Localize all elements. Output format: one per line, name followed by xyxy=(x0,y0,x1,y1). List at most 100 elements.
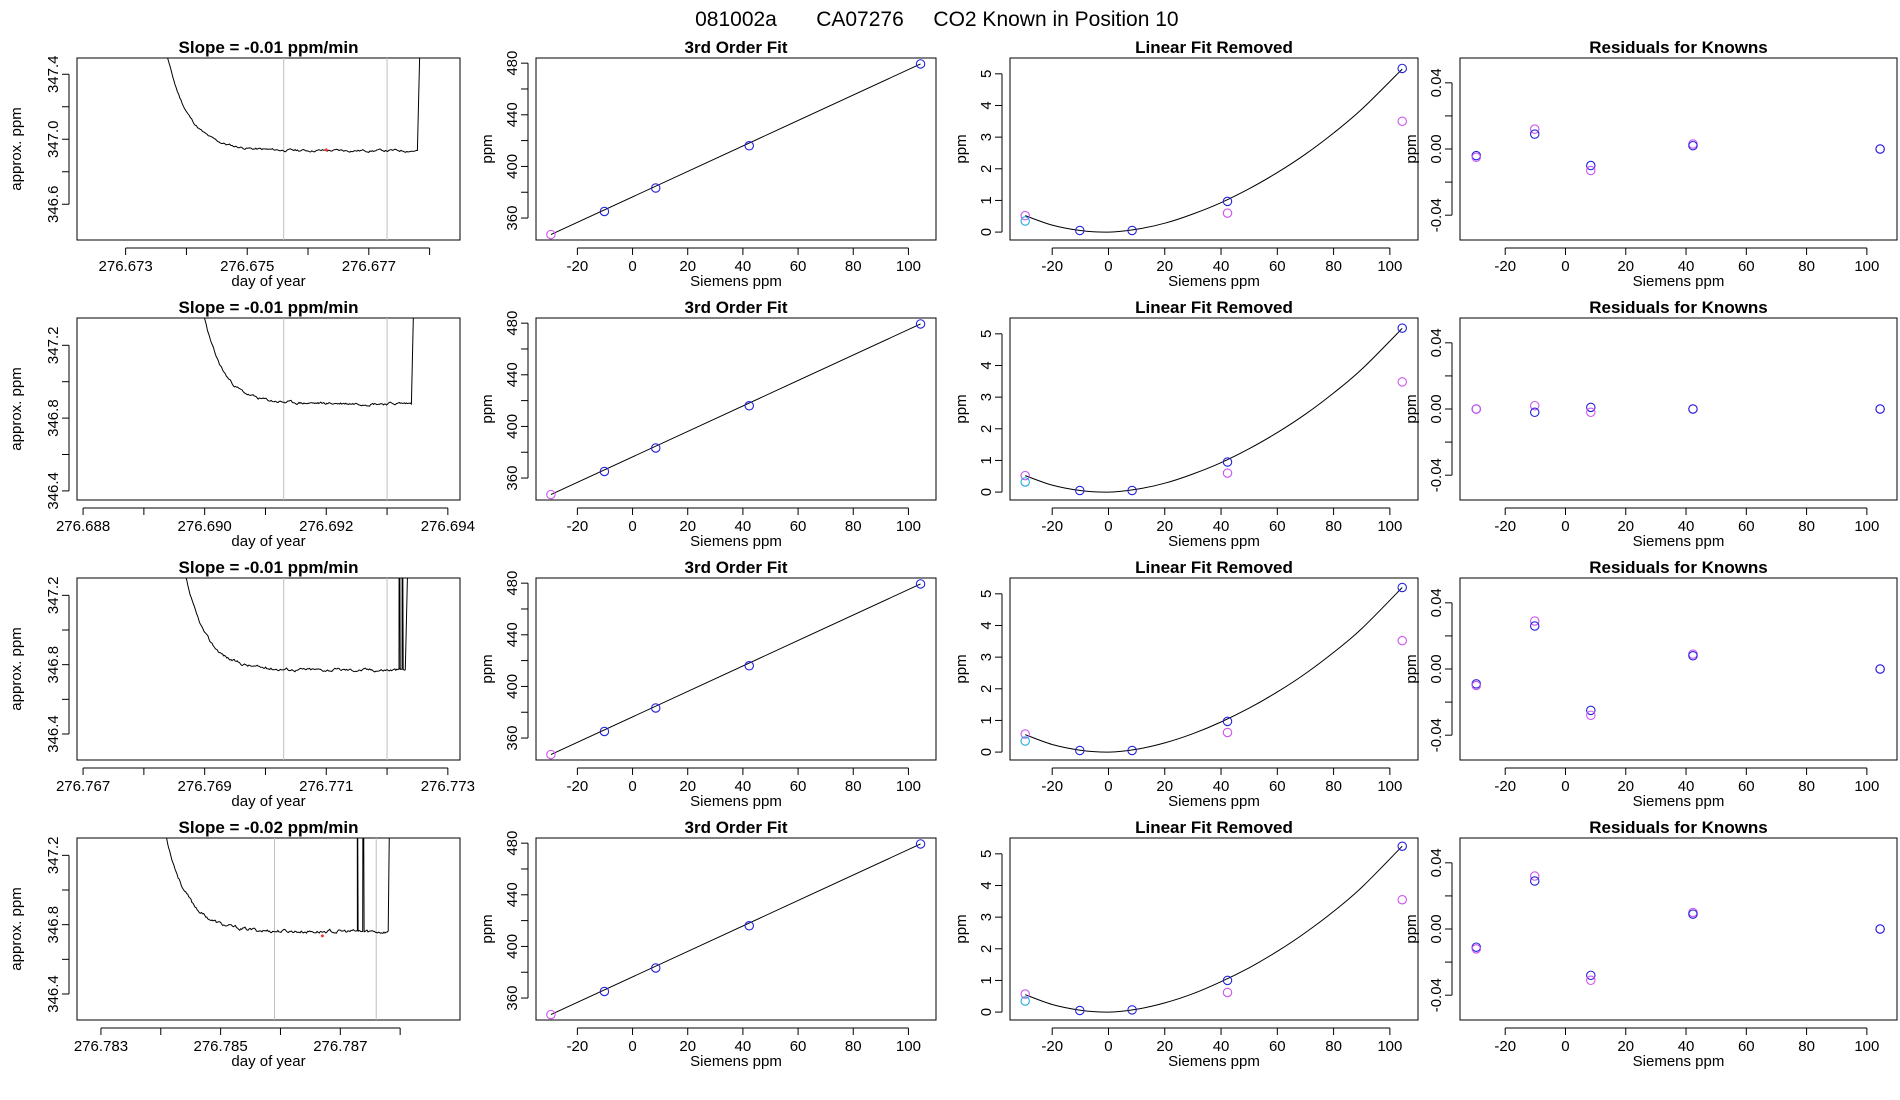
x-axis-label: Siemens ppm xyxy=(1633,1053,1725,1070)
x-tick-label: 80 xyxy=(1798,518,1815,535)
y-tick-label: -0.04 xyxy=(1428,458,1445,492)
plot-frame xyxy=(1009,577,1419,761)
y-tick-label: 347.2 xyxy=(45,327,62,365)
y-tick-label: 2 xyxy=(978,685,995,693)
x-tick-label: 100 xyxy=(896,258,921,275)
y-tick-label: 1 xyxy=(978,196,995,204)
data-point xyxy=(1020,477,1030,487)
data-point xyxy=(1397,377,1407,387)
x-tick-label: -20 xyxy=(1041,258,1063,275)
trace-line xyxy=(185,578,408,673)
y-axis-label: ppm xyxy=(479,394,496,423)
x-tick-label: 276.773 xyxy=(421,778,475,795)
data-point xyxy=(1529,407,1540,418)
x-tick-label: 80 xyxy=(845,778,862,795)
y-axis-label: approx. ppm xyxy=(8,627,25,710)
y-tick-label: 346.4 xyxy=(45,472,62,510)
x-tick-label: 276.767 xyxy=(56,778,110,795)
data-point xyxy=(1222,975,1233,986)
panel-title: Slope = -0.01 ppm/min xyxy=(179,298,359,317)
data-point xyxy=(1471,944,1482,954)
data-point xyxy=(1397,323,1407,333)
trace-marker xyxy=(320,934,324,938)
x-axis-label: Siemens ppm xyxy=(1168,793,1260,810)
data-point xyxy=(1471,404,1482,414)
data-point xyxy=(650,703,661,713)
x-tick-label: 20 xyxy=(679,778,696,795)
x-tick-label: 60 xyxy=(1738,258,1755,275)
plot-frame xyxy=(1009,57,1419,241)
x-axis-label: Siemens ppm xyxy=(690,273,782,290)
x-axis-label: Siemens ppm xyxy=(1168,273,1260,290)
y-tick-label: 346.4 xyxy=(45,715,62,753)
data-point xyxy=(1397,63,1407,74)
x-tick-label: 20 xyxy=(1617,518,1634,535)
x-tick-label: 40 xyxy=(1213,1038,1230,1055)
y-tick-label: 360 xyxy=(504,726,521,751)
data-point xyxy=(1586,165,1596,176)
data-point xyxy=(1529,616,1540,626)
panel-title: 3rd Order Fit xyxy=(685,298,788,317)
data-point xyxy=(915,839,926,849)
y-tick-label: 1 xyxy=(978,976,995,984)
y-tick-label: 4 xyxy=(978,101,995,109)
trace-line xyxy=(166,838,390,935)
data-point xyxy=(1688,909,1698,919)
data-point xyxy=(1397,635,1407,646)
plot-frame xyxy=(1459,57,1898,241)
x-tick-label: 40 xyxy=(1213,518,1230,535)
x-tick-label: 80 xyxy=(1325,518,1342,535)
panel-2-2: 3rd Order Fit -20 0 20 40 60 80 100 Siemens ppm 3… xyxy=(479,298,937,550)
y-tick-label: 0.00 xyxy=(1428,134,1445,163)
data-point xyxy=(1222,208,1233,218)
x-tick-label: 40 xyxy=(735,778,752,795)
plot-frame xyxy=(535,577,937,761)
x-tick-label: 80 xyxy=(1325,778,1342,795)
data-point xyxy=(1020,216,1030,226)
x-tick-label: 276.673 xyxy=(99,258,153,275)
y-tick-label: 0.04 xyxy=(1428,588,1445,617)
y-tick-label: 347.2 xyxy=(45,837,62,875)
data-point xyxy=(1529,621,1540,631)
panel-title: 3rd Order Fit xyxy=(685,558,788,577)
y-tick-label: 346.4 xyxy=(45,975,62,1013)
data-point xyxy=(546,1009,556,1020)
data-point xyxy=(744,921,754,931)
plot-area xyxy=(167,58,421,240)
x-tick-label: 0 xyxy=(1561,778,1569,795)
plot-frame xyxy=(1009,837,1419,1021)
panel-title: Residuals for Knowns xyxy=(1589,38,1768,57)
data-point xyxy=(915,579,926,589)
data-point xyxy=(599,466,610,477)
x-tick-label: 20 xyxy=(1617,1038,1634,1055)
panel-2-1: Slope = -0.01 ppm/min 276.688 276.690 276.6… xyxy=(8,298,475,550)
x-tick-label: -20 xyxy=(567,518,589,535)
data-point xyxy=(915,319,926,329)
plot-frame xyxy=(76,577,461,761)
x-tick-label: -20 xyxy=(567,778,589,795)
plot-area xyxy=(1025,68,1403,233)
y-tick-label: 0 xyxy=(978,488,995,496)
data-point xyxy=(1875,924,1885,934)
x-axis-label: Siemens ppm xyxy=(690,1053,782,1070)
x-tick-label: 60 xyxy=(1738,778,1755,795)
y-tick-label: 3 xyxy=(978,913,995,921)
data-point xyxy=(546,489,556,500)
y-tick-label: 360 xyxy=(504,466,521,491)
panel-3-4: Residuals for Knowns -20 0 20 40 60 80 100 Sieme… xyxy=(1403,558,1898,810)
x-tick-label: 40 xyxy=(1213,258,1230,275)
fit-curve xyxy=(550,323,921,496)
x-tick-label: 40 xyxy=(735,518,752,535)
panel-3-2: 3rd Order Fit -20 0 20 40 60 80 100 Siemens ppm 3… xyxy=(479,558,937,810)
x-tick-label: 276.694 xyxy=(421,518,475,535)
data-point xyxy=(546,229,556,240)
x-axis-label: Siemens ppm xyxy=(1168,1053,1260,1070)
x-tick-label: 60 xyxy=(790,1038,807,1055)
x-axis-label: Siemens ppm xyxy=(1168,533,1260,550)
panel-1-1: Slope = -0.01 ppm/min 276.673 276.675 276.6… xyxy=(8,38,461,290)
plot-frame xyxy=(76,317,461,501)
y-tick-label: 3 xyxy=(978,393,995,401)
figure-title-tank-id: CA07276 xyxy=(816,8,904,31)
data-point xyxy=(1127,485,1137,496)
plot-area xyxy=(203,318,414,500)
